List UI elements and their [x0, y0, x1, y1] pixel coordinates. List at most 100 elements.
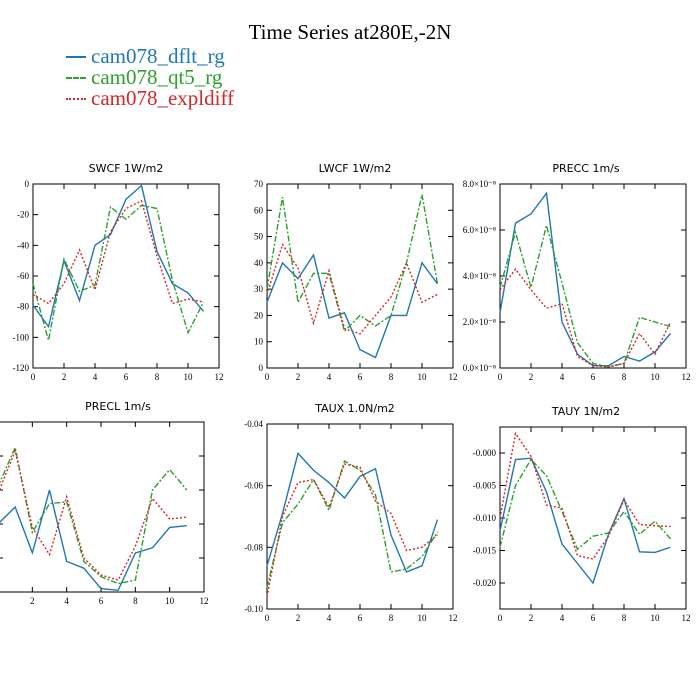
y-tick-label: -0.04	[244, 419, 263, 429]
y-tick-label: 20	[254, 310, 264, 320]
y-tick-label: -0.010	[473, 513, 497, 523]
y-tick-label: -0.020	[473, 578, 497, 588]
series-line-cam078_dflt_rg	[499, 191, 672, 367]
x-tick-label: 8	[622, 613, 627, 623]
x-tick-label: 2	[30, 596, 35, 606]
x-tick-label: 0	[0, 596, 1, 606]
x-tick-label: 8	[133, 596, 138, 606]
series-line-cam078_dflt_rg	[266, 253, 439, 359]
panel-title: SWCF 1W/m2	[89, 162, 164, 175]
x-tick-label: 2	[296, 613, 301, 623]
y-tick-label: 70	[254, 179, 264, 189]
y-tick-label: -100	[13, 332, 30, 342]
x-tick-label: 6	[99, 596, 104, 606]
x-tick-label: 2	[296, 372, 301, 382]
x-tick-label: 2	[529, 613, 534, 623]
y-tick-label: 0	[25, 179, 30, 189]
x-tick-label: 0	[498, 613, 503, 623]
x-tick-label: 4	[327, 613, 332, 623]
y-tick-label: -0.015	[473, 546, 497, 556]
x-tick-label: 12	[449, 372, 458, 382]
x-tick-label: 6	[124, 372, 129, 382]
y-tick-label: -80	[17, 302, 29, 312]
panel-title: TAUX 1.0N/m2	[314, 402, 395, 415]
x-tick-label: 12	[682, 613, 691, 623]
legend-entry-qt5: cam078_qt5_rg	[66, 65, 222, 90]
x-tick-label: 10	[418, 372, 428, 382]
y-tick-label: 8.0×10⁻⁸	[463, 179, 496, 189]
x-tick-label: 10	[184, 372, 194, 382]
x-tick-label: 6	[591, 372, 596, 382]
series-line-cam078_qt5_rg	[266, 459, 439, 588]
x-tick-label: 8	[155, 372, 160, 382]
x-tick-label: 10	[418, 613, 428, 623]
panel-title: TAUY 1N/m2	[551, 405, 620, 418]
plot-frame	[499, 183, 687, 369]
x-tick-label: 4	[560, 372, 565, 382]
legend-label: cam078_expldiff	[91, 86, 235, 110]
series-line-cam078_expldiff	[499, 267, 672, 368]
x-tick-label: 8	[622, 372, 627, 382]
legend-entry-expldiff: cam078_expldiff	[66, 86, 234, 111]
x-tick-label: 12	[200, 596, 209, 606]
y-tick-label: 6.0×10⁻⁸	[463, 225, 496, 235]
series-line-cam078_qt5_rg	[266, 194, 439, 333]
series-line-cam078_dflt_rg	[499, 457, 671, 585]
x-tick-label: 4	[327, 372, 332, 382]
y-tick-label: 50	[254, 232, 264, 242]
y-tick-label: -0.06	[244, 481, 263, 491]
y-tick-label: -120	[13, 363, 30, 373]
legend-swatch	[66, 97, 86, 100]
y-tick-label: -60	[17, 271, 29, 281]
x-tick-label: 0	[31, 372, 36, 382]
y-tick-label: 60	[254, 205, 264, 215]
x-tick-label: 10	[165, 596, 175, 606]
x-tick-label: 0	[498, 372, 503, 382]
x-tick-label: 2	[529, 372, 534, 382]
legend-entry-dflt: cam078_dflt_rg	[66, 44, 225, 69]
plot-frame	[266, 423, 454, 610]
y-tick-label: 10	[254, 337, 264, 347]
y-tick-label: -0.08	[244, 542, 263, 552]
y-tick-label: 40	[254, 258, 264, 268]
x-tick-label: 8	[389, 372, 394, 382]
x-tick-label: 12	[215, 372, 224, 382]
x-tick-label: 8	[389, 613, 394, 623]
panel-title: PRECC 1m/s	[552, 162, 620, 175]
x-tick-label: 6	[591, 613, 596, 623]
x-tick-label: 0	[265, 613, 270, 623]
x-tick-label: 6	[358, 613, 363, 623]
y-tick-label: 4.0×10⁻⁸	[463, 271, 496, 281]
x-tick-label: 4	[64, 596, 69, 606]
x-tick-label: 12	[449, 613, 458, 623]
series-line-cam078_qt5_rg	[499, 458, 672, 551]
series-line-cam078_expldiff	[32, 199, 204, 305]
y-tick-label: -0.005	[473, 481, 497, 491]
series-line-cam078_dflt_rg	[266, 451, 439, 573]
y-tick-label: 0	[259, 363, 264, 373]
y-tick-label: -0.000	[473, 448, 497, 458]
panel-title: LWCF 1W/m2	[319, 162, 392, 175]
x-tick-label: 10	[651, 613, 661, 623]
x-tick-label: 0	[265, 372, 270, 382]
series-line-cam078_expldiff	[266, 463, 438, 597]
series-line-cam078_dflt_rg	[0, 489, 187, 592]
series-line-cam078_qt5_rg	[32, 204, 205, 341]
y-tick-label: 0.0×10⁻⁸	[463, 363, 496, 373]
y-tick-label: 30	[254, 284, 264, 294]
x-tick-label: 4	[93, 372, 98, 382]
x-tick-label: 4	[560, 613, 565, 623]
series-line-cam078_qt5_rg	[0, 445, 188, 585]
y-tick-label: -0.10	[244, 604, 263, 614]
series-line-cam078_dflt_rg	[32, 184, 205, 329]
y-tick-label: 2.0×10⁻⁸	[463, 317, 496, 327]
series-line-cam078_qt5_rg	[499, 222, 671, 368]
figure-title: Time Series at280E,-2N	[248, 20, 452, 44]
x-tick-label: 12	[682, 372, 691, 382]
legend-label: cam078_qt5_rg	[91, 65, 223, 89]
panel-title: PRECL 1m/s	[85, 400, 151, 413]
legend-swatch	[66, 76, 86, 79]
x-tick-label: 6	[358, 372, 363, 382]
series-line-cam078_expldiff	[266, 242, 438, 335]
